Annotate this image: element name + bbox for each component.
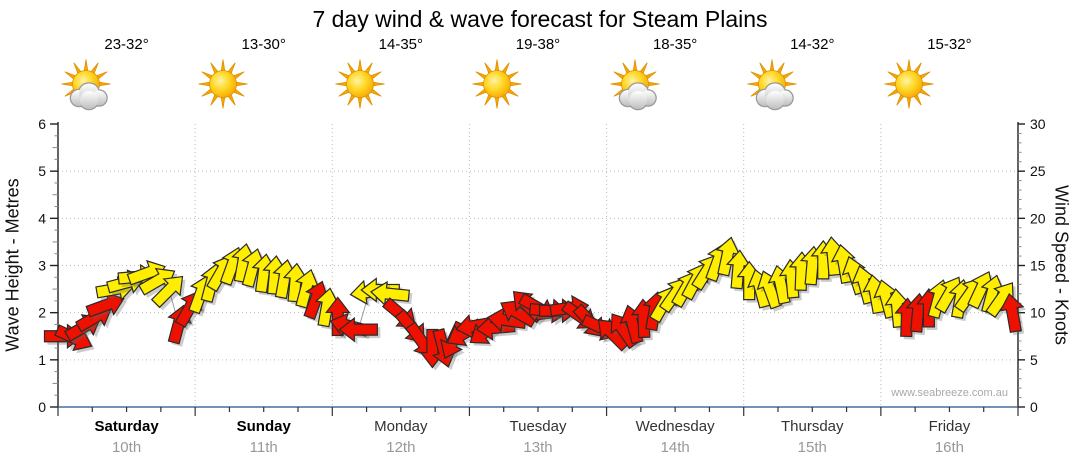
sun-disc [346, 70, 375, 98]
wind-arrow [370, 280, 411, 307]
sun-icon [884, 59, 934, 109]
day-name-label: Monday [374, 418, 428, 435]
day-date-label: 16th [934, 439, 965, 456]
wind-arrow [999, 292, 1025, 334]
wind-tick-label: 15 [1030, 258, 1046, 274]
day-footer-sunday: Sunday 11th [195, 418, 332, 456]
day-date-label: 15th [797, 439, 827, 456]
sun-icon [472, 59, 522, 109]
day-date-label: 14th [660, 439, 690, 456]
cloud [71, 83, 107, 109]
sun-disc [209, 70, 238, 98]
day-footer-monday: Monday 12th [332, 418, 469, 456]
day-name-label: Tuesday [509, 418, 567, 435]
wave-tick-label: 6 [38, 116, 46, 132]
sun-rays [198, 59, 248, 109]
day-date-label: 13th [523, 439, 553, 456]
sun-icon [198, 59, 248, 109]
wind-arrow [715, 236, 741, 277]
temp-range-label: 14-32° [790, 36, 835, 53]
cloud [619, 83, 656, 109]
day-date-label: 11th [249, 439, 278, 456]
wave-tick-label: 5 [38, 163, 46, 179]
wind-arrow [338, 316, 378, 343]
watermark: www.seabreeze.com.au [891, 387, 1008, 399]
sun-disc [483, 70, 512, 98]
sun-rays [884, 59, 934, 109]
day-name-label: Friday [928, 418, 971, 435]
wind-arrow [985, 282, 1014, 319]
chart-title: 7 day wind & wave forecast for Steam Pla… [312, 6, 768, 32]
temp-range-label: 13-30° [241, 36, 286, 53]
day-footer-wednesday: Wednesday 14th [607, 418, 744, 456]
temp-range-label: 18-35° [652, 36, 698, 53]
wind-tick-label: 0 [1030, 399, 1038, 415]
wind-arrow [314, 287, 340, 328]
wave-tick-label: 3 [38, 258, 46, 274]
wind-tick-label: 30 [1030, 116, 1046, 132]
wave-tick-label: 0 [38, 399, 46, 415]
day-date-label: 10th [111, 439, 142, 456]
temp-range-label: 19-38° [515, 36, 561, 53]
temp-range-label: 15-32° [927, 36, 972, 53]
wind-tick-label: 20 [1030, 210, 1046, 226]
sun-cloud-icon [747, 59, 797, 111]
cloud [756, 83, 793, 109]
wave-tick-label: 4 [38, 210, 46, 226]
day-header-wednesday: 18-35° [607, 36, 744, 112]
wind-tick-label: 25 [1030, 163, 1046, 179]
sun-rays [472, 59, 522, 109]
day-header-sunday: 13-30° [195, 36, 332, 112]
wind-axis-title: Wind Speed - Knots [1051, 184, 1072, 346]
sun-cloud-icon [610, 59, 660, 111]
wind-arrow [725, 249, 752, 290]
temp-range-label: 23-32° [104, 36, 149, 53]
temp-range-label: 14-35° [378, 36, 424, 53]
sun-disc [894, 70, 923, 98]
day-header-saturday: 23-32° [58, 36, 195, 112]
day-footer-thursday: Thursday 15th [744, 418, 881, 456]
day-header-friday: 15-32° [881, 36, 1018, 112]
wind-arrow [85, 292, 125, 318]
day-footer-tuesday: Tuesday 13th [469, 418, 606, 456]
wind-tick-label: 5 [1030, 352, 1038, 368]
day-header-thursday: 14-32° [744, 36, 881, 112]
wave-tick-label: 2 [38, 305, 46, 321]
day-header-monday: 14-35° [332, 36, 469, 112]
day-date-label: 12th [386, 439, 416, 456]
day-name-label: Sunday [236, 418, 291, 435]
day-name-label: Thursday [781, 418, 844, 435]
wind-tick-label: 10 [1030, 305, 1046, 321]
cloud-part [765, 91, 784, 109]
day-header-tuesday: 19-38° [469, 36, 606, 112]
day-name-label: Wednesday [635, 418, 715, 435]
day-footer-friday: Friday 16th [881, 418, 1018, 456]
day-name-label: Saturday [94, 418, 159, 435]
wind-arrow [150, 275, 184, 309]
day-footer-saturday: Saturday 10th [58, 418, 195, 456]
wave-tick-label: 1 [38, 352, 46, 368]
cloud-part [80, 91, 98, 109]
sun-icon [335, 59, 385, 109]
sun-rays [335, 59, 385, 109]
cloud-part [628, 91, 647, 109]
sun-cloud-icon [61, 59, 111, 111]
wave-axis-title: Wave Height - Metres [2, 178, 23, 352]
